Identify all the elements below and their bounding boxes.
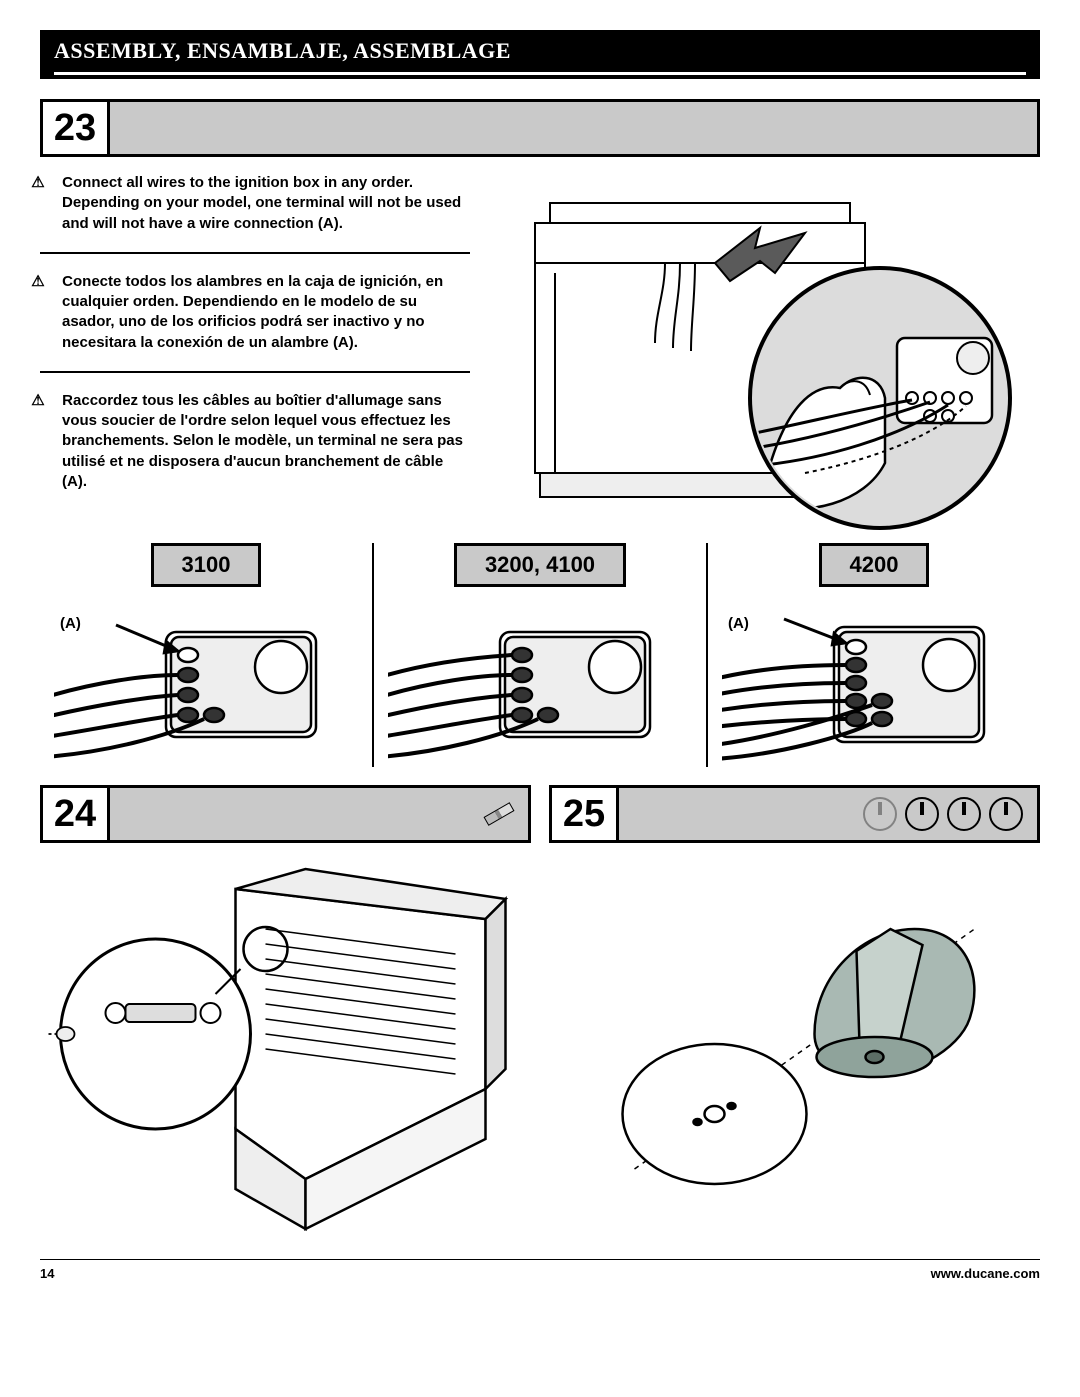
- section-header: ASSEMBLY, ENSAMBLAJE, ASSEMBLAGE: [40, 30, 1040, 79]
- knob-icon: [947, 797, 981, 831]
- step-number-25: 25: [549, 785, 619, 843]
- step-23-track: [110, 99, 1040, 157]
- warning-icon: ⚠: [40, 173, 58, 193]
- ignition-box-3200: [388, 607, 692, 767]
- instruction-french: ⚠ Raccordez tous les câbles au boîtier d…: [40, 391, 470, 492]
- steps-24-25-row: 24: [40, 785, 1040, 1239]
- knob-assembly-svg: [549, 859, 1040, 1239]
- footer-url: www.ducane.com: [931, 1266, 1040, 1281]
- model-3200-4100-illustration: [388, 607, 692, 767]
- ignition-box-3100: [54, 607, 358, 767]
- step-24-bar: 24: [40, 785, 531, 843]
- instruction-english: ⚠ Connect all wires to the ignition box …: [40, 173, 470, 234]
- model-3100-illustration: [54, 607, 358, 767]
- knob-icon: [989, 797, 1023, 831]
- step-number-24: 24: [40, 785, 110, 843]
- knob-icon: [905, 797, 939, 831]
- instruction-french-text: Raccordez tous les câbles au boîtier d'a…: [62, 392, 463, 490]
- rotisserie-mount-svg: [40, 859, 531, 1239]
- step-25-track: [619, 785, 1040, 843]
- page-number: 14: [40, 1266, 54, 1281]
- text-divider: [40, 371, 470, 373]
- text-divider: [40, 252, 470, 254]
- instruction-spanish-text: Conecte todos los alambres en la caja de…: [62, 273, 443, 351]
- model-label: 4200: [819, 543, 930, 587]
- step-23-text: ⚠ Connect all wires to the ignition box …: [40, 173, 470, 533]
- model-4200-illustration: [722, 607, 1026, 767]
- grill-with-detail-svg: [490, 173, 1040, 533]
- model-col-4200: 4200 (A): [706, 543, 1040, 767]
- warning-icon: ⚠: [40, 272, 58, 292]
- ignition-box-4200: [722, 607, 1026, 767]
- model-col-3200-4100: 3200, 4100: [372, 543, 706, 767]
- page-footer: 14 www.ducane.com: [40, 1259, 1040, 1281]
- step-25: 25: [549, 785, 1040, 1239]
- step-25-illustration: [549, 859, 1040, 1239]
- step-25-bar: 25: [549, 785, 1040, 843]
- section-title: ASSEMBLY, ENSAMBLAJE, ASSEMBLAGE: [54, 38, 1026, 70]
- model-variants-row: 3100 (A): [40, 543, 1040, 767]
- model-label: 3100: [151, 543, 262, 587]
- step-24: 24: [40, 785, 531, 1239]
- step-23-body: ⚠ Connect all wires to the ignition box …: [40, 173, 1040, 533]
- step-number-23: 23: [40, 99, 110, 157]
- instruction-english-text: Connect all wires to the ignition box in…: [62, 174, 461, 232]
- step-23-bar: 23: [40, 99, 1040, 157]
- step-24-illustration: [40, 859, 531, 1239]
- model-col-3100: 3100 (A): [40, 543, 372, 767]
- screw-icon: [484, 802, 515, 826]
- warning-icon: ⚠: [40, 391, 58, 411]
- step-24-track: [110, 785, 531, 843]
- instruction-spanish: ⚠ Conecte todos los alambres en la caja …: [40, 272, 470, 353]
- step-23-illustration: [490, 173, 1040, 533]
- header-rule: [54, 72, 1026, 75]
- model-label: 3200, 4100: [454, 543, 626, 587]
- knob-icon: [863, 797, 897, 831]
